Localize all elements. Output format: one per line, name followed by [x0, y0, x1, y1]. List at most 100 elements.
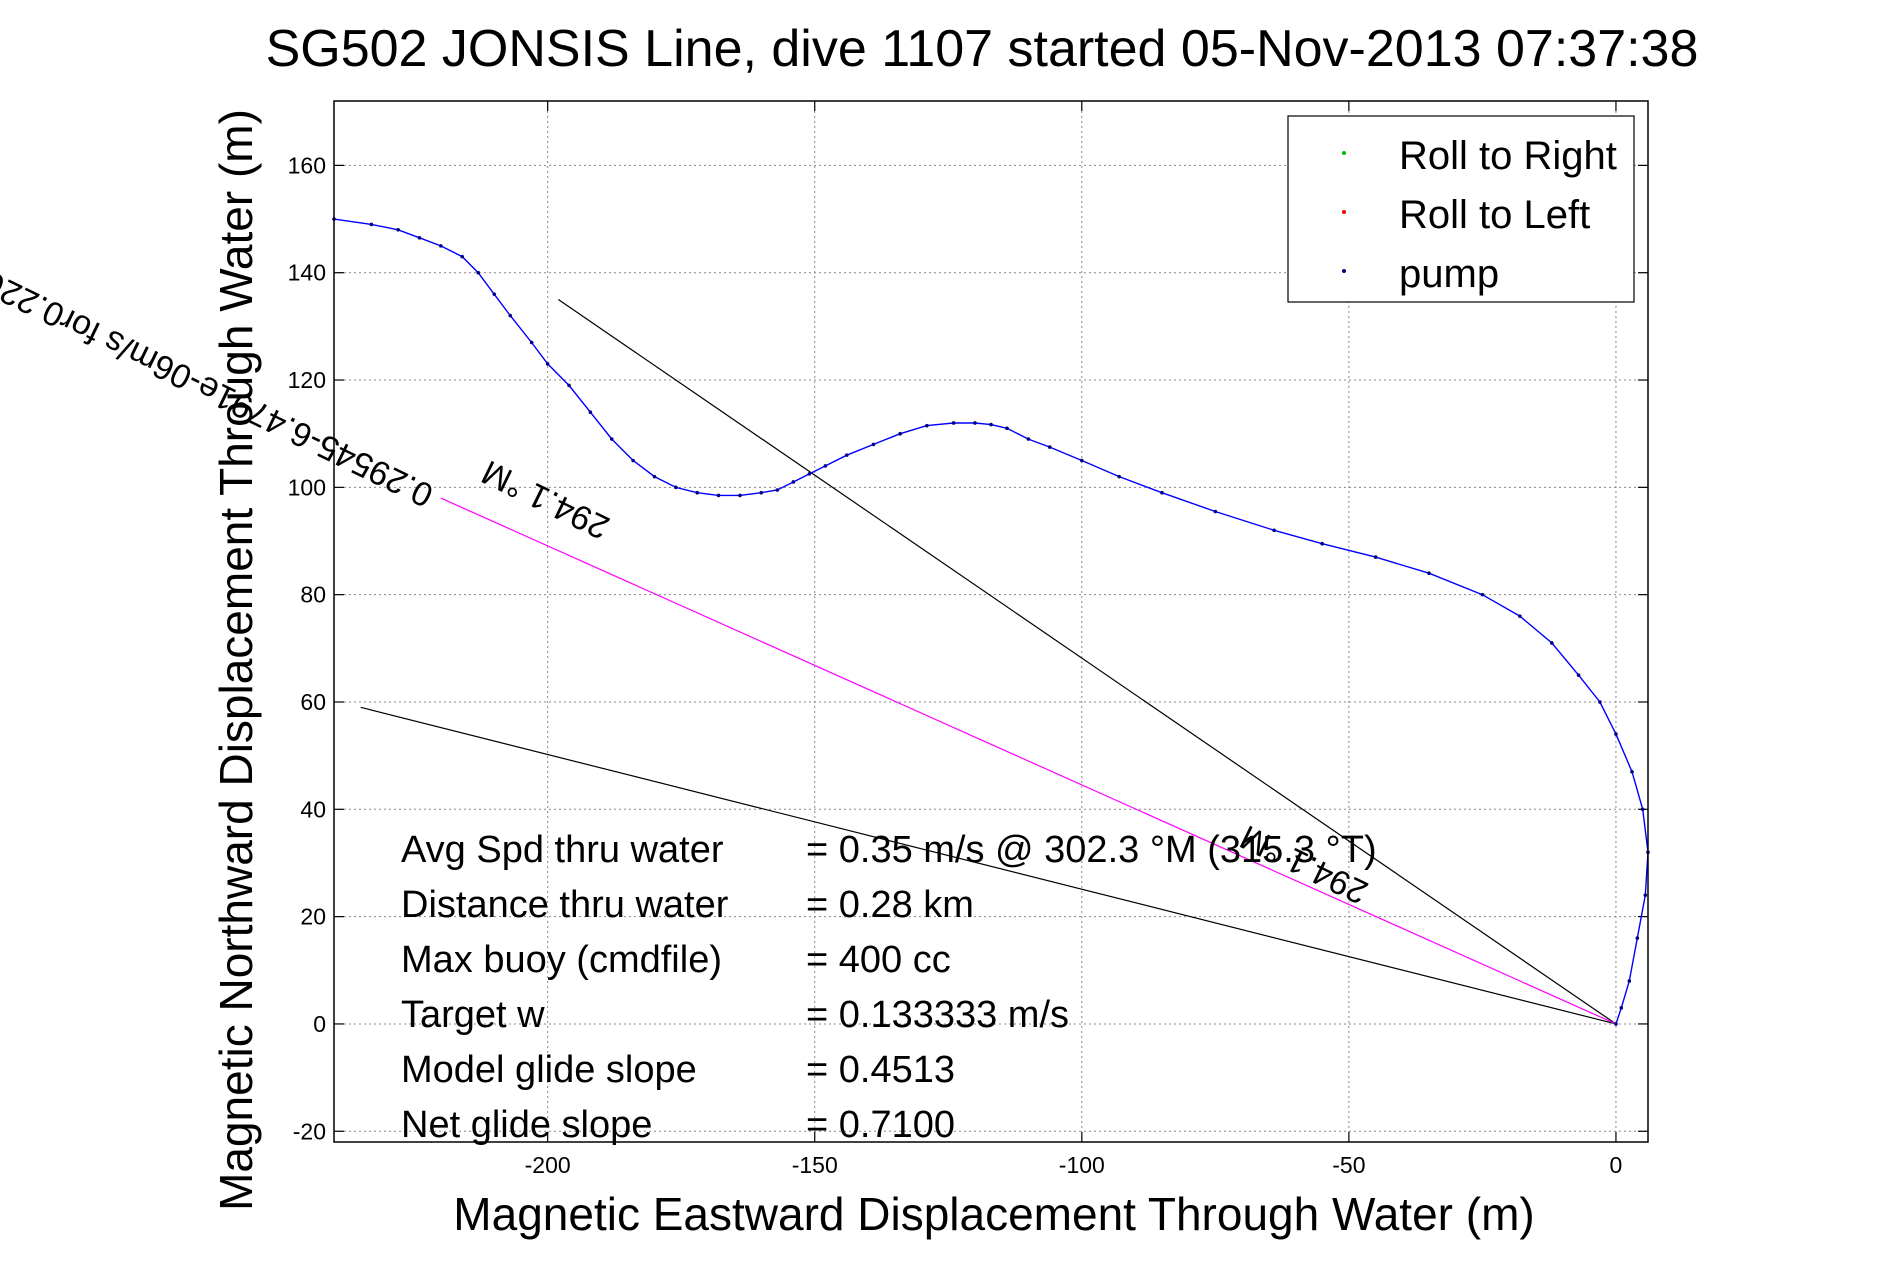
track-point — [1213, 509, 1218, 514]
track-point — [1117, 474, 1121, 479]
track-point — [545, 362, 550, 366]
y-tick-label: 60 — [300, 689, 326, 715]
x-tick-label: -150 — [792, 1152, 838, 1178]
track-point — [1614, 1022, 1618, 1026]
stat-label: Target w — [401, 994, 545, 1036]
track-point — [695, 490, 700, 495]
reference-line — [360, 706, 1617, 1025]
stats-block: Avg Spd thru water = 0.35 m/s @ 302.3 °M … — [401, 829, 1377, 1146]
track-point — [1005, 426, 1009, 431]
track-point — [791, 480, 796, 484]
y-tick-label: -20 — [293, 1118, 326, 1144]
track-point — [716, 493, 721, 498]
x-tick-label: -50 — [1332, 1152, 1365, 1178]
stat-value: = 0.7100 — [806, 1104, 955, 1146]
track-point — [674, 485, 678, 490]
x-axis-label: Magnetic Eastward Displacement Through W… — [453, 1188, 1534, 1240]
track-point — [567, 383, 571, 388]
track-point — [973, 421, 977, 425]
track-point — [1614, 732, 1618, 736]
track-point — [1518, 614, 1522, 618]
track-point — [1598, 700, 1602, 704]
track-point — [1576, 673, 1581, 677]
track-point — [1080, 458, 1084, 463]
track-point — [652, 474, 657, 479]
track-point — [588, 410, 593, 415]
y-tick-label: 20 — [300, 904, 326, 930]
y-axis-label: Magnetic Northward Displacement Through … — [210, 109, 262, 1211]
track-point — [508, 313, 513, 318]
track-point — [775, 488, 780, 492]
track-point — [898, 431, 902, 436]
track-point — [369, 222, 374, 227]
legend-marker — [1342, 269, 1346, 273]
track-point — [1427, 571, 1431, 576]
stat-value: = 0.4513 — [806, 1049, 955, 1091]
legend: Roll to Right Roll to Left pump — [1287, 115, 1635, 303]
track-point — [738, 493, 742, 498]
stat-value: = 0.35 m/s @ 302.3 °M (315.3 °T) — [806, 829, 1377, 871]
series — [332, 217, 1650, 1026]
track-point — [1627, 979, 1632, 983]
track-point — [871, 442, 876, 447]
track-point — [631, 458, 635, 463]
x-tick-label: 0 — [1610, 1152, 1623, 1178]
stat-value: = 0.28 km — [806, 884, 974, 926]
reference-line — [558, 299, 1617, 1025]
y-tick-label: 120 — [288, 367, 326, 393]
track-point — [807, 472, 812, 476]
track-point — [989, 422, 993, 427]
plot-frame — [333, 100, 1649, 1143]
reference-line — [440, 497, 1617, 1025]
track-point — [417, 236, 422, 240]
stat-label: Max buoy (cmdfile) — [401, 939, 722, 981]
legend-label: Roll to Left — [1399, 193, 1590, 237]
track-point — [951, 421, 956, 425]
track-point — [1047, 445, 1052, 449]
x-tick-label: -100 — [1059, 1152, 1105, 1178]
track-point — [476, 270, 481, 275]
track-point — [1630, 769, 1634, 774]
y-tick-label: 40 — [300, 796, 326, 822]
track-point — [844, 453, 849, 457]
stat-value: = 0.133333 m/s — [806, 994, 1069, 1036]
stat-value: = 400 cc — [806, 939, 951, 981]
legend-marker — [1342, 210, 1346, 214]
chart-title: SG502 JONSIS Line, dive 1107 started 05-… — [266, 20, 1699, 78]
stat-label: Model glide slope — [401, 1049, 697, 1091]
track-point — [439, 244, 443, 248]
y-tick-label: 100 — [288, 474, 326, 500]
track-point — [823, 464, 828, 468]
track-point — [609, 437, 614, 441]
track-point — [759, 490, 764, 495]
track-point — [1373, 555, 1378, 559]
track-point — [492, 292, 497, 296]
stat-label: Net glide slope — [401, 1104, 652, 1146]
y-tick-label: 160 — [288, 152, 326, 178]
stat-label: Avg Spd thru water — [401, 829, 724, 871]
legend-label: Roll to Right — [1399, 134, 1617, 178]
track-point — [396, 227, 400, 232]
track-point — [1619, 1006, 1624, 1010]
y-tick-label: 140 — [288, 260, 326, 286]
stat-label: Distance thru water — [401, 884, 729, 926]
track-point — [1643, 893, 1648, 897]
track-point — [1635, 936, 1640, 940]
track-point — [1160, 490, 1164, 495]
track-point — [1272, 528, 1276, 533]
track-point — [1550, 641, 1554, 645]
track-point — [1480, 592, 1485, 597]
track-point — [925, 423, 929, 428]
track-point — [1320, 541, 1324, 546]
track-point — [529, 340, 534, 345]
y-tick-label: 80 — [300, 582, 326, 608]
y-tick-label: 0 — [313, 1011, 326, 1037]
track-point — [1026, 437, 1031, 441]
legend-marker — [1342, 151, 1346, 155]
track-point — [460, 254, 464, 259]
legend-label: pump — [1399, 252, 1499, 296]
track-point — [1640, 807, 1645, 812]
x-tick-label: -200 — [525, 1152, 571, 1178]
